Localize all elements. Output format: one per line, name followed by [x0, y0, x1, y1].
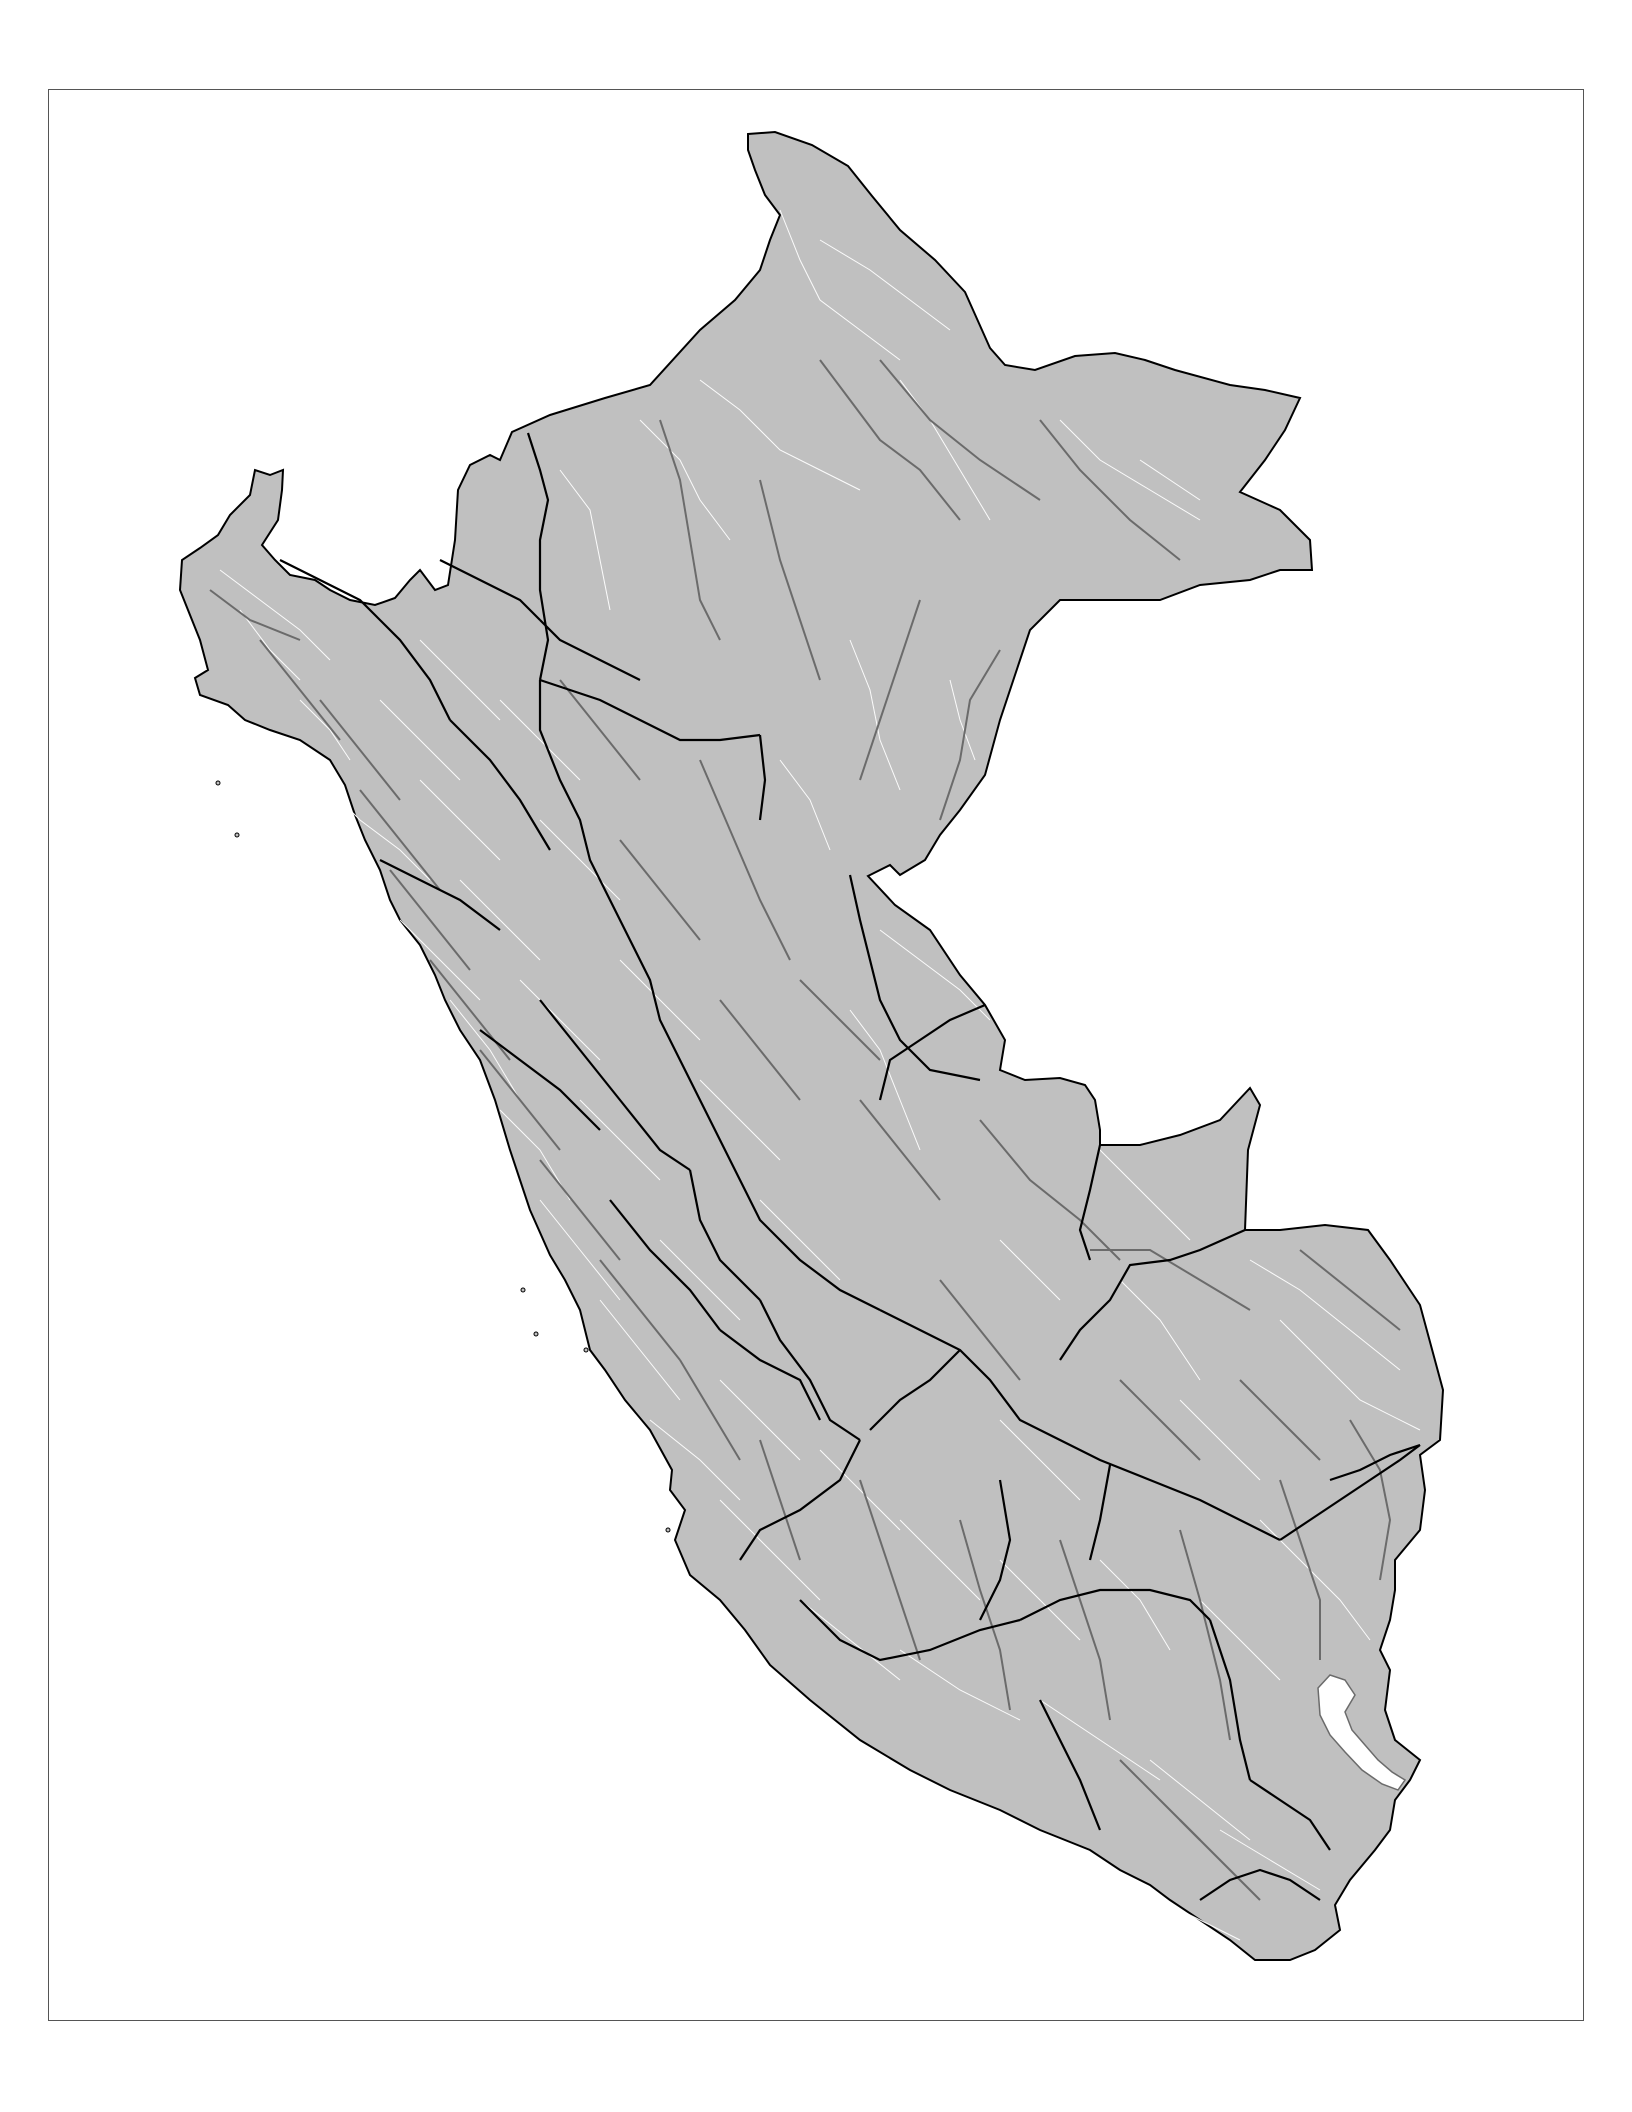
island	[665, 1527, 671, 1533]
island	[583, 1347, 589, 1353]
province-borders	[209, 359, 1401, 1901]
lake-titicaca	[1317, 1674, 1407, 1791]
department-borders	[279, 432, 1421, 1901]
island	[533, 1331, 539, 1337]
district-borders	[219, 209, 1421, 1941]
island	[234, 832, 240, 838]
island	[215, 780, 221, 786]
country-landmass	[178, 130, 1445, 1961]
island	[520, 1287, 526, 1293]
